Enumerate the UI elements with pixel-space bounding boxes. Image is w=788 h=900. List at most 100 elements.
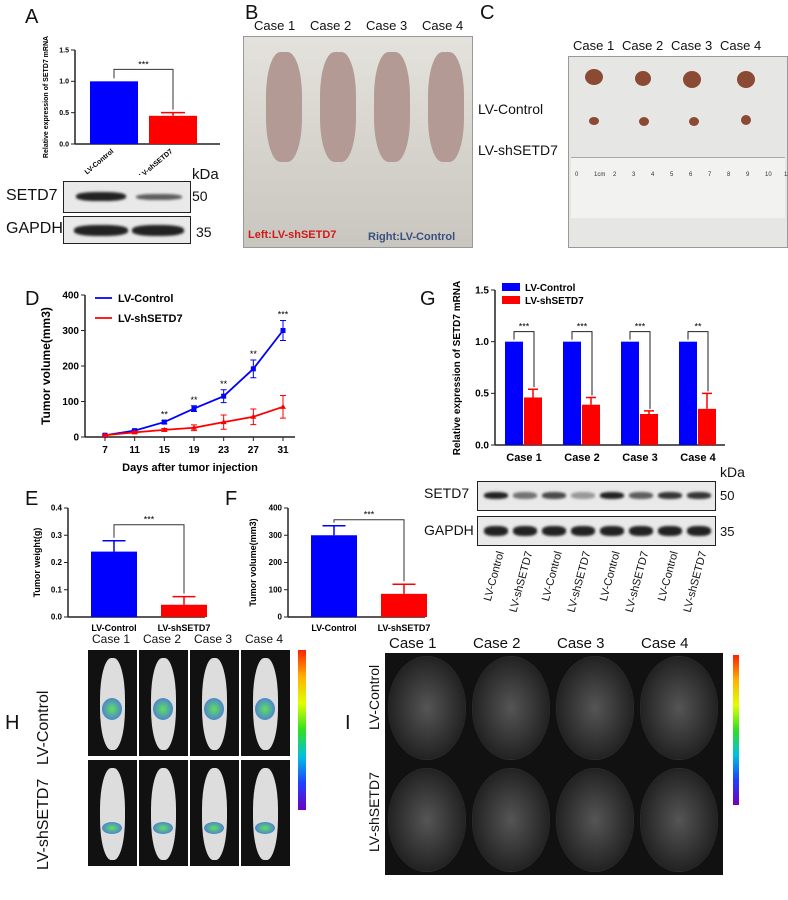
f-y-label: Tumor volume(mm3) (248, 518, 258, 606)
band (629, 492, 653, 499)
d-point-sh (250, 413, 257, 419)
g-category-label: Case 1 (506, 452, 541, 464)
d-y-tick-label: 0 (73, 432, 79, 443)
western-a-setd7-label: SETD7 (6, 187, 58, 204)
g-legend-swatch (502, 283, 520, 291)
a-bar-control (90, 81, 138, 144)
e-category-label: LV-Control (91, 623, 136, 633)
ruler-label: 9 (746, 172, 750, 178)
organ-dish (556, 768, 634, 872)
e-bar-control (91, 551, 137, 617)
photo-c-case-1: Case 1 (573, 38, 615, 53)
d-significance: *** (278, 310, 289, 320)
organ-dish (472, 656, 550, 760)
band (571, 492, 595, 499)
band (484, 526, 508, 536)
f-significance: *** (364, 510, 375, 520)
g-significance: ** (694, 322, 702, 332)
g-y-tick-label: 1.0 (475, 337, 489, 348)
lane-label: LV-shSETD7 (623, 550, 652, 614)
case-label: Case 3 (557, 635, 605, 652)
d-significance: ** (220, 379, 228, 389)
d-x-tick-label: 11 (129, 445, 140, 456)
d-y-label: Tumor volume(mm3) (39, 307, 53, 425)
organ-dish (640, 656, 718, 760)
band (513, 492, 537, 499)
d-y-tick-label: 400 (62, 290, 79, 301)
a-significance: *** (138, 59, 149, 69)
a-y-tick-label: 0.0 (59, 141, 69, 148)
a-bar-sh (149, 115, 197, 144)
d-y-tick-label: 300 (62, 326, 79, 337)
i-case-labels: Case 1 Case 2 Case 3 Case 4 (385, 635, 725, 653)
ruler-label: 7 (708, 172, 712, 178)
band (484, 492, 508, 499)
chart-g: 0.0 0.5 1.0 1.5 Relative expression of SETD7… (452, 281, 725, 464)
western-g-kda: kDa (720, 464, 745, 480)
g-error-bar (528, 388, 538, 398)
e-y-tick-label: 0.4 (51, 504, 63, 513)
ruler-label: 11 (784, 172, 788, 178)
western-g-gapdh-label: GAPDH (424, 522, 474, 538)
tumor-photo: 0 1cm 2 3 4 5 6 7 8 9 10 11 (568, 56, 788, 248)
lane-label: LV-Control (481, 550, 507, 603)
h-control-label: LV-Control (35, 690, 52, 765)
lane-label: LV-Control (597, 550, 623, 603)
case-label: Case 4 (245, 632, 284, 646)
a-y-tick-label: 0.5 (59, 110, 69, 117)
band (542, 526, 566, 536)
d-y-tick-label: 200 (62, 361, 79, 372)
d-x-tick-label: 7 (102, 445, 108, 456)
d-significance: ** (250, 349, 258, 359)
band (687, 526, 711, 536)
f-bar-sh (381, 593, 427, 617)
f-bar-control (311, 535, 357, 617)
e-significance: *** (144, 515, 155, 525)
i-sh-label: LV-shSETD7 (366, 772, 382, 852)
e-y-tick-label: 0.2 (51, 558, 63, 567)
band (658, 526, 682, 536)
band (600, 492, 624, 499)
photo-b-case-1: Case 1 (254, 18, 296, 33)
photo-b-right-label: Right:LV-Control (368, 231, 456, 243)
western-a-gapdh-blot (63, 216, 191, 244)
photo-b-case-3: Case 3 (366, 18, 408, 33)
d-point-control (161, 419, 167, 425)
g-legend-label: LV-shSETD7 (525, 296, 584, 307)
western-a-mw35: 35 (196, 224, 212, 240)
panel-label-g: G (420, 288, 436, 310)
a-error-bar (161, 111, 185, 116)
f-significance-bracket (333, 519, 405, 582)
ruler-label: 0 (575, 172, 579, 178)
d-line-control (104, 329, 284, 437)
mice-photo: Left:LV-shSETD7 Right:LV-Control (243, 36, 473, 248)
a-category-label: LV-shSETD7 (138, 148, 174, 175)
g-bar-sh (524, 397, 542, 445)
d-legend-label: LV-Control (118, 293, 173, 305)
panel-label-d: D (25, 288, 40, 310)
western-a-kda: kDa (192, 166, 219, 183)
g-y-tick-label: 0.5 (475, 389, 489, 400)
ruler: 0 1cm 2 3 4 5 6 7 8 9 10 11 (571, 157, 788, 218)
western-g-mw50: 50 (720, 488, 735, 503)
e-y-tick-label: 0.1 (51, 585, 63, 594)
g-error-bar (644, 410, 654, 414)
e-y-label: Tumor weight(g) (32, 528, 42, 598)
chart-f: 0 100 200 300 400 Tumor volume(mm3) LV-Control… (248, 504, 430, 633)
h-sh-label: LV-shSETD7 (35, 778, 52, 870)
a-significance-bracket (113, 68, 174, 110)
mouse-image (139, 650, 188, 756)
d-point-sh (161, 426, 168, 432)
e-error-bar (102, 539, 126, 552)
panel-label-h: H (5, 712, 20, 734)
case-label: Case 1 (92, 632, 131, 646)
band (629, 526, 653, 536)
d-significance: ** (190, 395, 198, 405)
e-bar-sh (161, 604, 207, 617)
lane-label: LV-shSETD7 (681, 550, 710, 614)
photo-b-left-label: Left:LV-shSETD7 (248, 229, 337, 241)
g-error-bar (586, 396, 596, 405)
a-category-label: LV-Control (84, 148, 116, 175)
photo-b-case-2: Case 2 (310, 18, 352, 33)
